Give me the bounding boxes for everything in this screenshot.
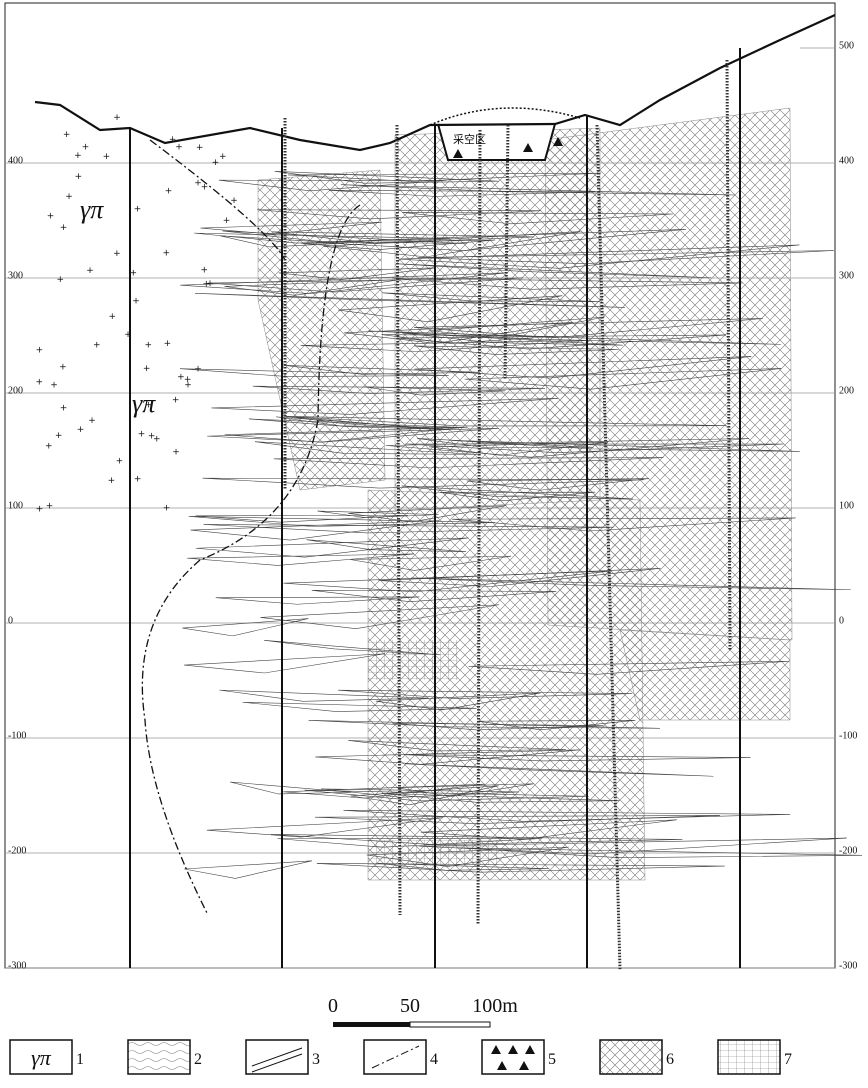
- scale-bar: 0 50 100m: [328, 995, 518, 1027]
- elevation-label-right: 200: [839, 385, 854, 396]
- granite-symbol: +: [50, 380, 58, 390]
- legend-number: 6: [666, 1051, 674, 1068]
- cross-section-figure: 4003002001000-100-200-300500400300200100…: [0, 0, 868, 1083]
- legend-number: 3: [312, 1051, 320, 1068]
- granite-symbol: +: [35, 377, 43, 387]
- granite-symbol: +: [46, 502, 54, 512]
- legend-number: 1: [76, 1051, 84, 1068]
- elevation-label-left: -100: [8, 730, 26, 741]
- granite-symbol: +: [57, 275, 65, 285]
- legend-box: [128, 1040, 190, 1074]
- granite-symbol: +: [206, 279, 214, 289]
- elevation-label-left: 200: [8, 385, 23, 396]
- legend: γπ 1 2 3 4 5 6 7: [10, 1040, 792, 1074]
- granite-symbol: +: [148, 432, 156, 442]
- granite-symbol: +: [134, 205, 142, 215]
- granite-symbol: +: [223, 216, 231, 226]
- granite-symbol: +: [36, 345, 44, 355]
- elevation-label-left: -200: [8, 845, 26, 856]
- granite-symbol: +: [109, 312, 117, 322]
- granite-symbol: +: [55, 431, 63, 441]
- granite-symbol: +: [108, 476, 116, 486]
- granite-symbol: +: [164, 339, 172, 349]
- granite-symbol: +: [93, 341, 101, 351]
- granite-symbol: +: [47, 212, 55, 222]
- ore-zone: [545, 108, 792, 640]
- granite-symbol: +: [194, 179, 202, 189]
- granite-symbol: +: [143, 364, 151, 374]
- granite-symbol: +: [184, 381, 192, 391]
- elevation-label-right: 400: [839, 155, 854, 166]
- granite-symbol: +: [201, 266, 209, 276]
- granite-symbol: +: [86, 266, 94, 276]
- granite-symbol: +: [116, 457, 124, 467]
- granite-symbol: +: [75, 172, 83, 182]
- granite-symbol: +: [194, 364, 202, 374]
- lens: [184, 654, 385, 673]
- granite-symbol: +: [113, 113, 121, 123]
- granite-symbol: +: [138, 429, 146, 439]
- elevation-label-right: 300: [839, 270, 854, 281]
- grid-zone: [368, 640, 458, 680]
- elevation-label-left: 100: [8, 500, 23, 511]
- granite-symbol: +: [165, 187, 173, 197]
- scale-label: 0: [328, 995, 338, 1017]
- granite-symbol: +: [172, 448, 180, 458]
- scale-label: 50: [400, 995, 420, 1017]
- granite-symbol: +: [77, 425, 85, 435]
- legend-number: 7: [784, 1051, 792, 1068]
- elevation-label-right: 100: [839, 500, 854, 511]
- granite-symbol: +: [145, 340, 153, 350]
- granite-symbol: +: [219, 152, 227, 162]
- granite-symbol: +: [172, 395, 180, 405]
- granite-symbol: +: [134, 475, 142, 485]
- elevation-label-right: -300: [839, 960, 857, 971]
- granite-symbol: +: [74, 151, 82, 161]
- granite-symbol: +: [88, 416, 96, 426]
- legend-box: [600, 1040, 662, 1074]
- lens: [184, 861, 312, 879]
- granite-symbol: +: [113, 249, 121, 259]
- ore-zone: [620, 630, 790, 720]
- legend-number: 4: [430, 1051, 438, 1068]
- legend-number: 2: [194, 1051, 202, 1068]
- granite-symbol: +: [82, 143, 90, 153]
- elevation-label-left: 300: [8, 270, 23, 281]
- section-body: 400 300 200 100 0 -100 -200 -300 500 400 300 200 100…: [5, 15, 862, 971]
- granite-symbol: +: [212, 158, 220, 168]
- legend-symbol: γπ: [31, 1045, 52, 1070]
- granite-symbol: +: [60, 223, 68, 233]
- goaf-label: 采空区: [453, 132, 486, 146]
- elevation-label-left: 400: [8, 155, 23, 166]
- granite-symbol: +: [163, 504, 171, 514]
- granite-symbol: +: [60, 403, 68, 413]
- legend-box: [718, 1040, 780, 1074]
- elevation-label-right: 500: [839, 40, 854, 51]
- granite-symbol: +: [59, 362, 67, 372]
- granite-symbol: +: [65, 192, 73, 202]
- elevation-label-left: 0: [8, 615, 13, 626]
- granite-symbol: +: [63, 130, 71, 140]
- legend-number: 5: [548, 1051, 556, 1068]
- lens: [182, 619, 308, 636]
- scale-label: 100m: [472, 995, 518, 1017]
- granite-symbol: +: [132, 296, 140, 306]
- granite-symbol: +: [196, 143, 204, 153]
- rock-label: γπ: [132, 389, 156, 418]
- granite-symbol: +: [36, 504, 44, 514]
- rock-label: γπ: [80, 195, 104, 224]
- elevation-label-left: -300: [8, 960, 26, 971]
- elevation-label-right: -100: [839, 730, 857, 741]
- legend-box: [364, 1040, 426, 1074]
- granite-symbol: +: [45, 442, 53, 452]
- granite-symbol: +: [162, 248, 170, 258]
- granite-symbol: +: [103, 152, 111, 162]
- granite-symbol: +: [175, 142, 183, 152]
- elevation-label-right: 0: [839, 615, 844, 626]
